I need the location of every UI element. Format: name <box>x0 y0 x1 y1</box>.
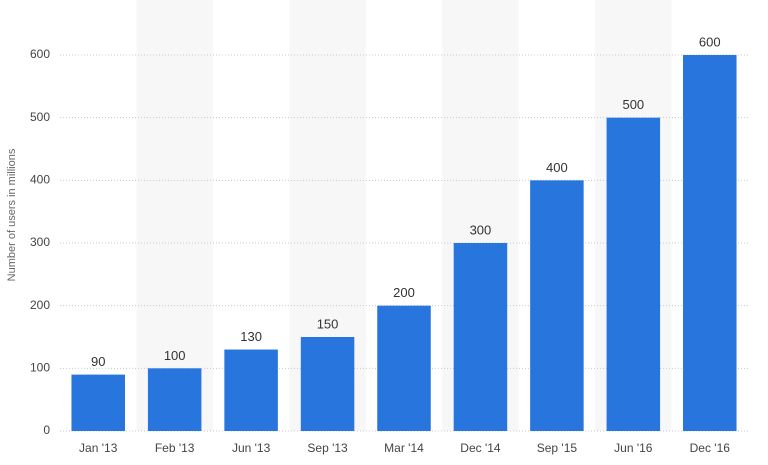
bar <box>530 180 584 431</box>
y-tick-label: 500 <box>30 110 50 124</box>
bar <box>300 337 355 431</box>
stripe <box>136 0 213 431</box>
data-label: 130 <box>240 329 262 344</box>
bar <box>147 368 202 431</box>
x-tick-label: Jun '13 <box>232 441 271 455</box>
x-tick-label: Dec '14 <box>460 441 501 455</box>
bar <box>453 243 508 431</box>
x-tick-label: Jan '13 <box>79 441 118 455</box>
y-tick-label: 200 <box>30 298 50 312</box>
x-tick-label: Feb '13 <box>155 441 195 455</box>
x-tick-label: Sep '15 <box>537 441 578 455</box>
bar <box>224 349 278 431</box>
bar <box>683 55 737 431</box>
data-label: 400 <box>546 160 568 175</box>
y-tick-label: 400 <box>30 173 50 187</box>
bar <box>377 305 431 431</box>
data-label: 200 <box>393 285 415 300</box>
x-tick-label: Jun '16 <box>614 441 653 455</box>
x-tick-label: Mar '14 <box>384 441 424 455</box>
data-label: 500 <box>622 97 644 112</box>
data-label: 600 <box>699 34 721 49</box>
bar <box>606 117 661 432</box>
y-tick-label: 100 <box>30 361 50 375</box>
x-tick-label: Dec '16 <box>690 441 731 455</box>
y-axis-label: Number of users in millions <box>6 148 18 281</box>
x-tick-label: Sep '13 <box>307 441 348 455</box>
data-label: 100 <box>164 348 186 363</box>
y-tick-label: 0 <box>43 423 50 437</box>
bar <box>71 374 125 431</box>
data-label: 300 <box>470 222 492 237</box>
data-label: 90 <box>91 354 105 369</box>
data-label: 150 <box>317 316 339 331</box>
y-tick-label: 600 <box>30 47 50 61</box>
y-tick-label: 300 <box>30 235 50 249</box>
